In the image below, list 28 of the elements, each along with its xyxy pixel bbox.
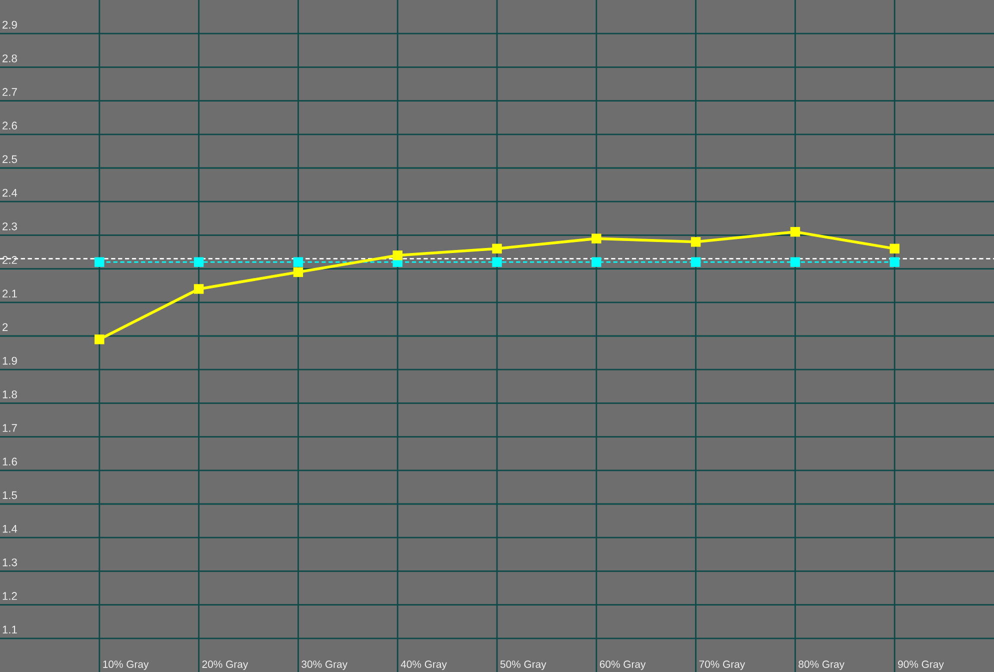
x-tick-label: 20% Gray	[202, 660, 248, 670]
x-tick-label: 70% Gray	[699, 660, 746, 670]
y-tick-label: 2.8	[2, 54, 17, 62]
x-tick-label: 10% Gray	[103, 660, 149, 670]
x-tick-label: 40% Gray	[400, 660, 447, 670]
y-tick-label: 2.3	[2, 222, 17, 230]
y-tick-label: 2.2	[2, 256, 17, 264]
y-tick-label: 2.6	[2, 122, 17, 130]
x-tick-label: 80% Gray	[798, 660, 844, 670]
y-tick-label: 1.5	[2, 491, 17, 500]
x-tick-label: 90% Gray	[898, 660, 944, 670]
y-tick-label: 2.4	[2, 188, 18, 197]
y-tick-label: 1.6	[2, 458, 17, 466]
y-tick-label: 1.2	[2, 592, 17, 600]
y-tick-label: 1.9	[2, 356, 17, 365]
y-tick-label: 2.9	[2, 20, 17, 29]
x-tick-label: 50% Gray	[500, 660, 546, 670]
y-tick-label: 2	[2, 323, 8, 332]
y-tick-label: 1.8	[2, 390, 17, 398]
x-tick-label: 60% Gray	[600, 660, 646, 670]
y-tick-label: 2.5	[2, 155, 17, 164]
y-tick-label: 2.7	[2, 88, 17, 96]
y-tick-label: 1.3	[2, 558, 17, 566]
y-tick-label: 2.1	[2, 290, 17, 298]
x-tick-label: 30% Gray	[302, 660, 348, 670]
y-tick-label: 1.1	[2, 626, 17, 634]
y-tick-label: 1.4	[2, 524, 18, 533]
y-tick-label: 1.7	[2, 424, 17, 432]
